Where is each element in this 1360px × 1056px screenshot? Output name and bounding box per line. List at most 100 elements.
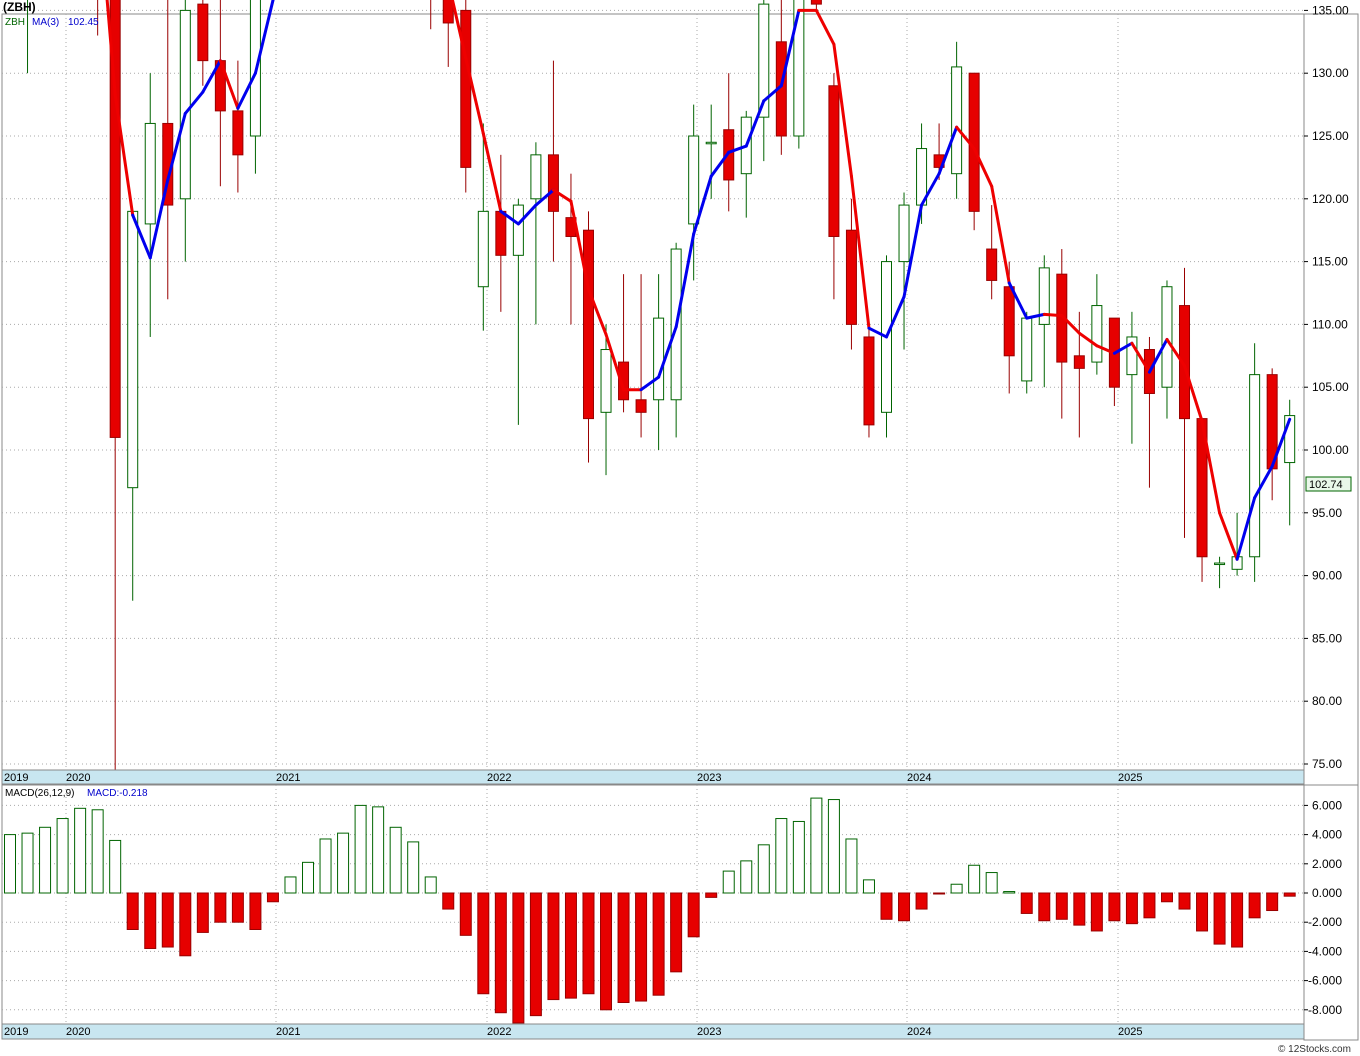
candle	[705, 104, 717, 199]
candle-body	[495, 210, 507, 256]
macd-bar	[1073, 892, 1086, 926]
ma-line-segment	[762, 84, 783, 103]
ma-line-segment	[814, 8, 836, 46]
macd-bar	[950, 883, 963, 894]
candle	[1179, 267, 1191, 538]
macd-bar	[372, 806, 385, 894]
macd-bar	[985, 872, 998, 894]
candle	[512, 198, 524, 425]
candle-body	[127, 210, 139, 489]
macd-bar	[1003, 891, 1016, 894]
candle	[881, 255, 892, 438]
candle-body	[986, 248, 998, 281]
macd-bar	[617, 892, 630, 1003]
macd-bar	[915, 892, 928, 910]
macd-bar	[319, 838, 332, 894]
year-label: 2021	[276, 1026, 300, 1038]
ma-line-segment	[1253, 464, 1274, 500]
candle-body	[618, 361, 630, 401]
ma-line-segment	[744, 99, 766, 148]
candle-body	[793, 0, 805, 137]
macd-bar	[880, 892, 893, 920]
candle-body	[1179, 305, 1191, 420]
macd-bar	[1248, 892, 1261, 919]
macd-bar	[354, 804, 367, 894]
candle-body	[144, 122, 156, 225]
candle	[1126, 311, 1138, 444]
candle	[232, 60, 244, 193]
ma-line-segment	[1165, 337, 1187, 368]
macd-bar	[1108, 892, 1121, 922]
ma-line-segment	[201, 59, 222, 94]
ma-line-segment	[1130, 341, 1151, 374]
ma-line-segment	[481, 131, 503, 213]
price-tick-label: 130.00	[1312, 66, 1349, 80]
ma-line-segment	[1007, 281, 1029, 320]
macd-legend-label: MACD(26,12,9)	[5, 788, 74, 799]
macd-bar	[266, 892, 279, 903]
macd-bar	[862, 879, 875, 894]
candle-body	[1161, 286, 1173, 388]
macd-bar	[442, 892, 455, 910]
candle	[460, 0, 472, 193]
macd-bar	[968, 864, 981, 894]
macd-bar	[21, 832, 34, 894]
candle-body	[600, 349, 612, 413]
macd-bar	[529, 892, 542, 1017]
candle-body	[109, 0, 121, 438]
ma-line-segment	[727, 144, 748, 154]
candle	[845, 198, 857, 350]
price-tick-label: 95.00	[1312, 506, 1342, 520]
macd-bar	[1090, 892, 1103, 932]
year-label: 2019	[4, 1026, 28, 1038]
ma-line-segment	[1147, 337, 1169, 374]
macd-bar	[1020, 892, 1033, 914]
ma-line-segment	[253, 0, 275, 75]
candle	[179, 0, 191, 262]
macd-bar	[74, 807, 87, 894]
candle-body	[460, 9, 472, 168]
ma-line-segment	[569, 199, 590, 291]
macd-bar	[827, 799, 840, 894]
ma-line-segment	[218, 59, 240, 110]
candle-body	[1091, 305, 1103, 363]
candle	[758, 0, 770, 162]
macd-tick-label: 4.000	[1312, 828, 1342, 842]
macd-bar	[91, 809, 104, 894]
ma-line-segment	[1112, 341, 1134, 355]
ma-line-segment	[1060, 314, 1081, 335]
candle	[1038, 255, 1050, 388]
macd-tick-label: -8.000	[1308, 1003, 1342, 1017]
price-tick-label: 135.00	[1312, 3, 1349, 17]
macd-bar	[1213, 892, 1226, 945]
year-label: 2024	[907, 1026, 931, 1038]
ma-line-segment	[639, 375, 661, 392]
macd-bar	[512, 892, 525, 1024]
macd-bar	[1055, 892, 1068, 920]
macd-bar	[1038, 892, 1051, 922]
macd-bar	[898, 892, 911, 922]
price-tick-label: 85.00	[1312, 631, 1342, 645]
macd-bar	[494, 892, 507, 1014]
ma-line-segment	[972, 147, 994, 188]
year-label: 2020	[66, 1026, 90, 1038]
candle-body	[898, 204, 910, 263]
candle-body	[810, 0, 822, 5]
macd-bar	[477, 892, 490, 995]
candle	[1161, 280, 1173, 419]
candle-body	[477, 210, 489, 288]
price-tick-label: 90.00	[1312, 569, 1342, 583]
ma-line-segment	[551, 188, 573, 203]
ma-line-segment	[148, 178, 170, 260]
macd-bar	[564, 892, 577, 999]
macd-bar	[39, 826, 52, 894]
year-label: 2020	[66, 772, 90, 784]
candle-body	[530, 154, 542, 200]
macd-bar	[56, 818, 69, 894]
candle-body	[1249, 374, 1261, 558]
price-date-axis-band	[1, 769, 1305, 785]
price-tick-label: 120.00	[1312, 192, 1349, 206]
ma-line-segment	[832, 42, 853, 178]
macd-bar	[459, 892, 472, 936]
candle-body	[1126, 336, 1138, 376]
